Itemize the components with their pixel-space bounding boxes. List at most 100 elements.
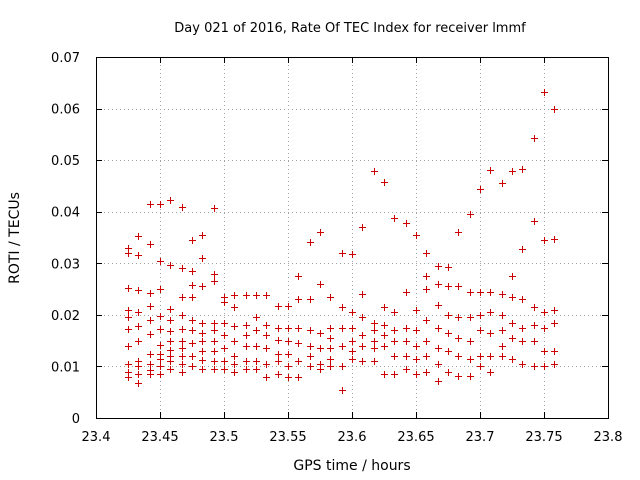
data-points	[125, 89, 558, 394]
data-point	[359, 291, 366, 298]
data-point	[253, 314, 260, 321]
data-point	[135, 309, 142, 316]
data-point	[125, 361, 132, 368]
data-point	[551, 320, 558, 327]
data-point	[423, 273, 430, 280]
data-point	[445, 312, 452, 319]
data-point	[189, 327, 196, 334]
y-tick-label: 0.06	[51, 103, 80, 118]
data-point	[467, 338, 474, 345]
data-point	[371, 358, 378, 365]
data-point	[125, 374, 132, 381]
data-point	[285, 374, 292, 381]
data-point	[477, 363, 484, 370]
data-point	[391, 309, 398, 316]
data-point	[147, 351, 154, 358]
data-point	[327, 335, 334, 342]
data-point	[551, 307, 558, 314]
data-point	[467, 314, 474, 321]
data-point	[423, 369, 430, 376]
data-point	[157, 286, 164, 293]
data-point	[135, 380, 142, 387]
x-tick-label: 23.65	[397, 430, 434, 445]
data-point	[327, 363, 334, 370]
data-point	[253, 358, 260, 365]
data-point	[487, 369, 494, 376]
data-point	[499, 353, 506, 360]
data-point	[359, 332, 366, 339]
data-point	[327, 356, 334, 363]
data-point	[295, 374, 302, 381]
data-point	[339, 250, 346, 257]
data-point	[125, 343, 132, 350]
data-point	[199, 330, 206, 337]
data-point	[275, 325, 282, 332]
data-point	[455, 373, 462, 380]
data-point	[519, 166, 526, 173]
data-point	[275, 337, 282, 344]
data-point	[317, 229, 324, 236]
data-point	[455, 314, 462, 321]
data-point	[275, 351, 282, 358]
data-point	[211, 348, 218, 355]
data-point	[307, 296, 314, 303]
data-point	[199, 348, 206, 355]
data-point	[135, 233, 142, 240]
data-point	[179, 204, 186, 211]
data-point	[243, 343, 250, 350]
data-point	[125, 285, 132, 292]
data-point	[231, 292, 238, 299]
data-point	[147, 241, 154, 248]
data-point	[477, 186, 484, 193]
data-point	[253, 366, 260, 373]
data-point	[189, 282, 196, 289]
data-point	[167, 306, 174, 313]
data-point	[509, 294, 516, 301]
data-point	[445, 348, 452, 355]
data-point	[423, 353, 430, 360]
data-point	[531, 363, 538, 370]
data-point	[221, 358, 228, 365]
data-point	[147, 361, 154, 368]
data-point	[157, 326, 164, 333]
x-tick-labels: 23.4 23.45 23.5 23.55 23.6 23.65 23.7 23.75 23.8	[82, 430, 623, 445]
data-point	[307, 239, 314, 246]
data-point	[167, 338, 174, 345]
data-point	[413, 343, 420, 350]
data-point	[467, 373, 474, 380]
data-point	[179, 294, 186, 301]
data-point	[381, 343, 388, 350]
data-point	[435, 281, 442, 288]
data-point	[519, 361, 526, 368]
data-point	[541, 309, 548, 316]
data-point	[531, 135, 538, 142]
data-point	[487, 289, 494, 296]
data-point	[445, 369, 452, 376]
x-tick-label: 23.75	[525, 430, 562, 445]
data-point	[499, 327, 506, 334]
data-point	[211, 327, 218, 334]
data-point	[231, 353, 238, 360]
data-point	[189, 317, 196, 324]
data-point	[359, 343, 366, 350]
data-point	[179, 361, 186, 368]
data-point	[147, 371, 154, 378]
data-point	[413, 232, 420, 239]
data-point	[307, 343, 314, 350]
data-point	[285, 338, 292, 345]
data-point	[327, 345, 334, 352]
data-point	[295, 325, 302, 332]
data-point	[435, 302, 442, 309]
data-point	[509, 356, 516, 363]
data-point	[541, 348, 548, 355]
data-point	[551, 106, 558, 113]
data-point	[263, 292, 270, 299]
x-tick-label: 23.8	[594, 430, 623, 445]
data-point	[509, 168, 516, 175]
data-point	[541, 237, 548, 244]
data-point	[455, 353, 462, 360]
data-point	[167, 328, 174, 335]
y-tick-label: 0.04	[51, 206, 80, 221]
data-point	[423, 250, 430, 257]
